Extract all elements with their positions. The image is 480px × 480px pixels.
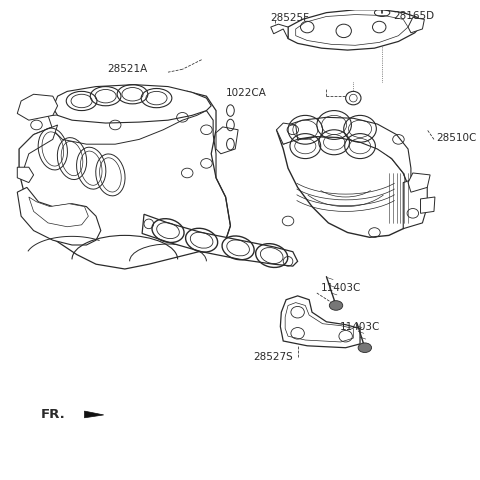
Polygon shape (17, 94, 58, 120)
Polygon shape (276, 130, 411, 237)
Polygon shape (285, 302, 353, 342)
Polygon shape (280, 296, 360, 348)
Polygon shape (53, 84, 211, 123)
Polygon shape (408, 173, 430, 192)
Polygon shape (296, 14, 408, 45)
Ellipse shape (358, 343, 372, 352)
Polygon shape (408, 17, 424, 33)
Polygon shape (271, 24, 288, 38)
Text: 11403C: 11403C (321, 283, 361, 293)
Ellipse shape (329, 300, 343, 310)
Polygon shape (283, 117, 411, 192)
Text: 28525F: 28525F (271, 13, 310, 24)
Polygon shape (84, 411, 104, 418)
Polygon shape (420, 197, 435, 213)
Text: FR.: FR. (40, 408, 65, 421)
Polygon shape (142, 214, 298, 266)
Polygon shape (17, 167, 34, 182)
Polygon shape (17, 187, 101, 245)
Polygon shape (19, 125, 58, 173)
Polygon shape (216, 127, 238, 154)
Text: 28510C: 28510C (436, 133, 476, 144)
Text: 28521A: 28521A (108, 64, 148, 74)
Polygon shape (48, 96, 206, 144)
Polygon shape (276, 123, 298, 144)
Polygon shape (29, 197, 88, 227)
Text: 11403C: 11403C (340, 322, 380, 332)
Text: 28165D: 28165D (394, 11, 435, 21)
Polygon shape (288, 10, 422, 50)
Text: 1022CA: 1022CA (226, 88, 266, 98)
Polygon shape (19, 91, 230, 269)
Polygon shape (403, 178, 427, 228)
Text: 28527S: 28527S (253, 352, 293, 362)
